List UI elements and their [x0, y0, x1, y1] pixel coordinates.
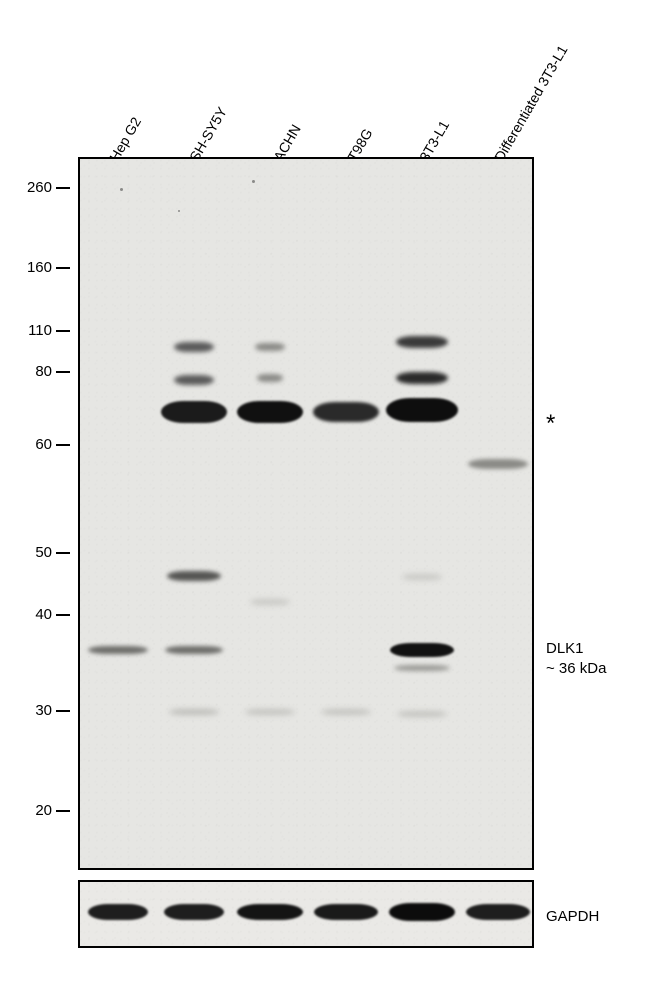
- dlk1-label-line1: DLK1: [546, 640, 584, 657]
- mw-tick-110: [56, 330, 70, 332]
- band: [468, 459, 528, 469]
- main-blot: [78, 157, 534, 870]
- band: [174, 375, 214, 385]
- band: [394, 665, 450, 671]
- band: [396, 336, 448, 348]
- band: [250, 599, 290, 605]
- lane-label-5: Differentiated 3T3-L1: [491, 42, 570, 164]
- mw-tick-50: [56, 552, 70, 554]
- band: [396, 372, 448, 384]
- band: [174, 342, 214, 352]
- mw-tick-80: [56, 371, 70, 373]
- mw-label-160: 160: [12, 259, 52, 276]
- gapdh-label: GAPDH: [546, 908, 599, 925]
- mw-label-30: 30: [12, 702, 52, 719]
- band: [314, 904, 378, 920]
- mw-label-110: 110: [12, 322, 52, 339]
- band: [257, 374, 283, 382]
- band: [164, 904, 224, 920]
- band: [390, 643, 454, 657]
- speck: [252, 180, 255, 183]
- band: [161, 401, 227, 423]
- band: [386, 398, 458, 422]
- mw-tick-60: [56, 444, 70, 446]
- mw-label-50: 50: [12, 544, 52, 561]
- mw-label-40: 40: [12, 606, 52, 623]
- mw-tick-30: [56, 710, 70, 712]
- gapdh-blot: [78, 880, 534, 948]
- mw-tick-260: [56, 187, 70, 189]
- mw-label-260: 260: [12, 179, 52, 196]
- band: [237, 401, 303, 423]
- mw-label-60: 60: [12, 436, 52, 453]
- mw-tick-160: [56, 267, 70, 269]
- band: [88, 904, 148, 920]
- mw-tick-20: [56, 810, 70, 812]
- blot-grain: [80, 882, 532, 946]
- mw-tick-40: [56, 614, 70, 616]
- band: [466, 904, 530, 920]
- asterisk-annotation: *: [546, 410, 555, 438]
- band: [169, 709, 219, 715]
- blot-grain: [80, 159, 532, 868]
- band: [397, 711, 447, 717]
- mw-label-20: 20: [12, 802, 52, 819]
- speck: [178, 210, 180, 212]
- band: [165, 646, 223, 654]
- band: [237, 904, 303, 920]
- band: [88, 646, 148, 654]
- speck: [120, 188, 123, 191]
- band: [313, 402, 379, 422]
- band: [321, 709, 371, 715]
- dlk1-label-line2: ~ 36 kDa: [546, 660, 606, 677]
- band: [402, 574, 442, 580]
- band: [389, 903, 455, 921]
- figure-container: { "layout": { "main_blot": { "left": 78,…: [0, 0, 650, 994]
- mw-label-80: 80: [12, 363, 52, 380]
- band: [245, 709, 295, 715]
- lane-label-1: SH-SY5Y: [186, 104, 230, 164]
- band: [255, 343, 285, 351]
- band: [167, 571, 221, 581]
